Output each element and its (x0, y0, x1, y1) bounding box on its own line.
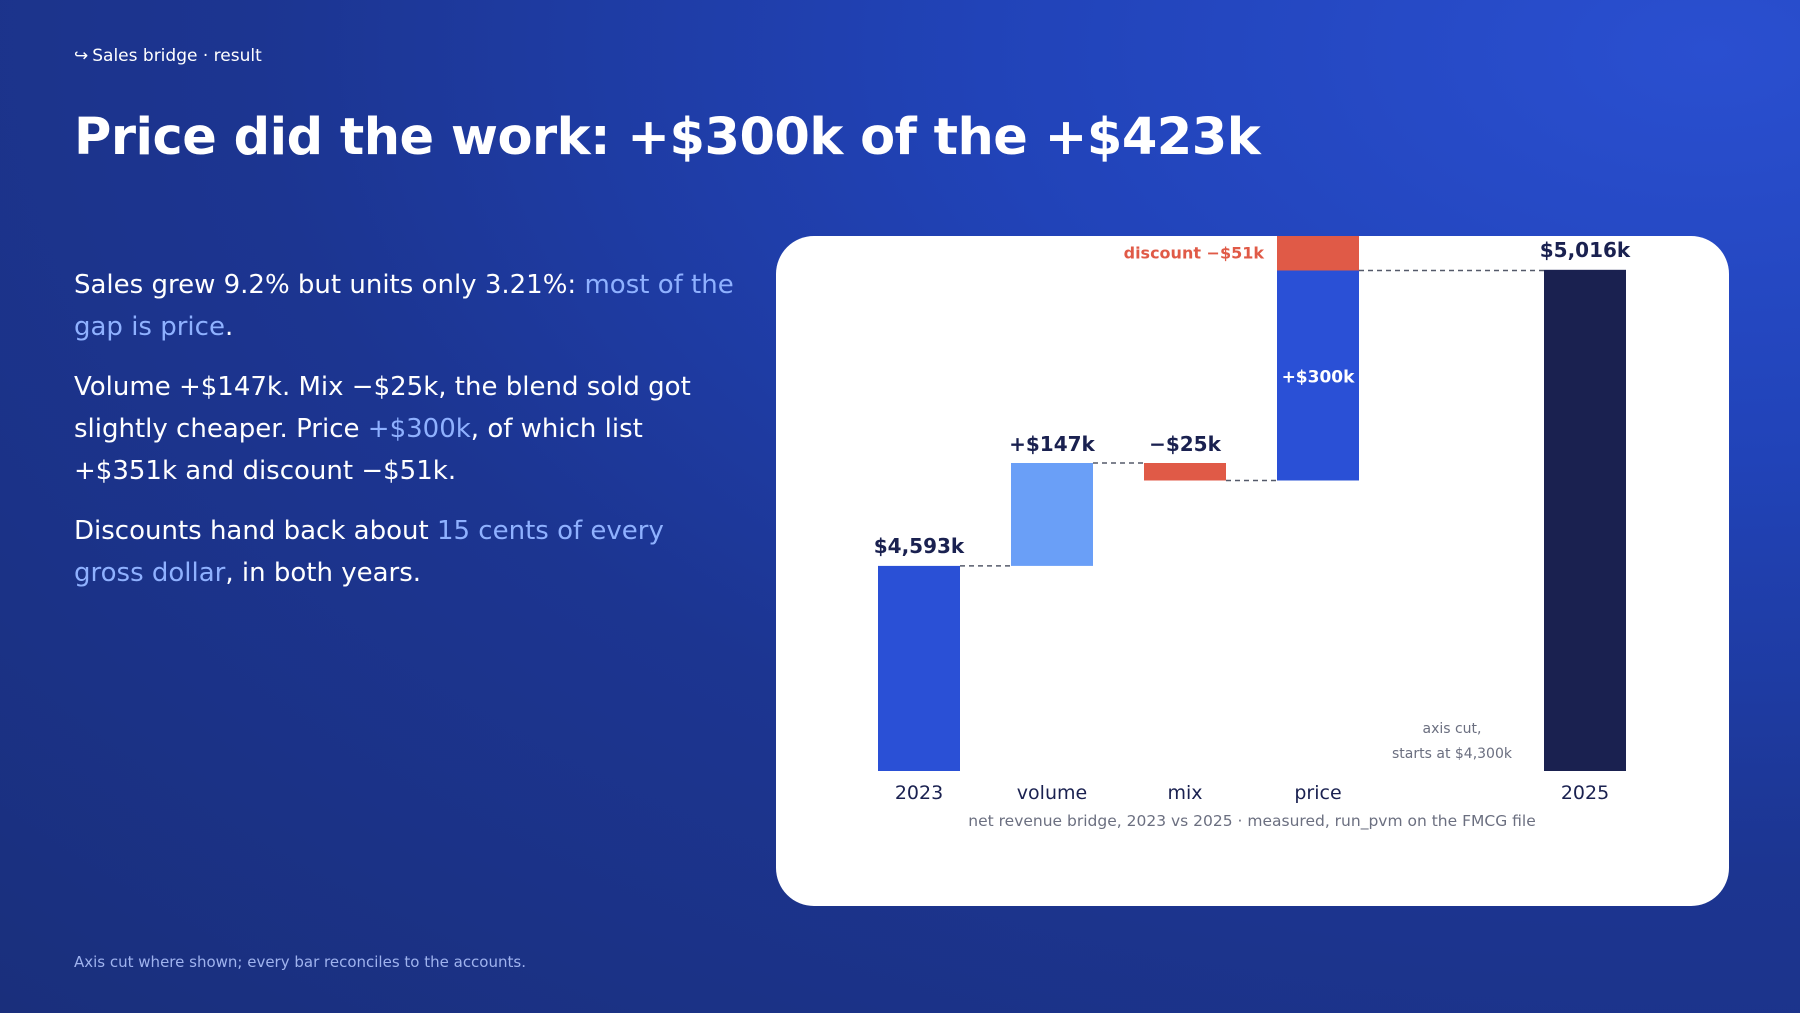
bar-price-net (1277, 270, 1359, 481)
value-label-price: +$300k (1282, 368, 1356, 388)
paragraph-1: Sales grew 9.2% but units only 3.21%: mo… (74, 264, 734, 348)
body-text: Sales grew 9.2% but units only 3.21%: mo… (74, 264, 734, 612)
p1-text: Sales grew 9.2% but units only 3.21%: (74, 270, 585, 300)
kicker-text: Sales bridge · result (92, 46, 262, 66)
value-label-2023: $4,593k (874, 534, 965, 558)
p1-highlight: most of the gap is price (74, 270, 734, 342)
axis-cut-note-line2: starts at $4,300k (1392, 746, 1513, 762)
bar-2023 (878, 565, 960, 771)
paragraph-2: Volume +$147k. Mix −$25k, the blend sold… (74, 366, 734, 492)
footer-note: Axis cut where shown; every bar reconcil… (74, 953, 526, 971)
value-label-volume: +$147k (1009, 432, 1095, 456)
category-label-2023: 2023 (895, 782, 943, 804)
kicker: ↪ Sales bridge · result (74, 46, 262, 66)
p2-text: Volume +$147k. Mix −$25k, the blend sold… (74, 372, 691, 444)
p3-highlight: 15 cents of every gross dollar (74, 516, 664, 588)
p2-highlight: +$300k (367, 414, 471, 444)
return-arrow-icon: ↪ (74, 46, 89, 66)
bar-volume (1011, 463, 1093, 566)
p2-tail: , of which list +$351k and discount −$51… (74, 414, 643, 486)
page-title: Price did the work: +$300k of the +$423k (74, 108, 1261, 167)
chart-card: $4,593k2023+$147kvolume−$25kmix+$300klis… (776, 236, 1729, 906)
category-label-2025: 2025 (1561, 782, 1609, 804)
category-label-volume: volume (1017, 782, 1087, 804)
p3-tail: , in both years. (225, 558, 422, 588)
bar-2025 (1544, 269, 1626, 771)
p3-text: Discounts hand back about (74, 516, 437, 546)
component-label-discount: discount −$51k (1124, 244, 1265, 263)
category-label-mix: mix (1167, 782, 1202, 804)
chart-caption: net revenue bridge, 2023 vs 2025 · measu… (968, 812, 1535, 831)
paragraph-3: Discounts hand back about 15 cents of ev… (74, 510, 734, 594)
value-label-2025: $5,016k (1540, 238, 1631, 262)
category-label-price: price (1294, 782, 1341, 804)
bar-mix (1144, 463, 1226, 481)
p1-tail: . (224, 312, 234, 342)
value-label-mix: −$25k (1149, 432, 1222, 456)
axis-cut-note-line1: axis cut, (1422, 721, 1481, 737)
waterfall-chart: $4,593k2023+$147kvolume−$25kmix+$300klis… (874, 236, 1631, 831)
bar-price-discount (1277, 236, 1359, 271)
